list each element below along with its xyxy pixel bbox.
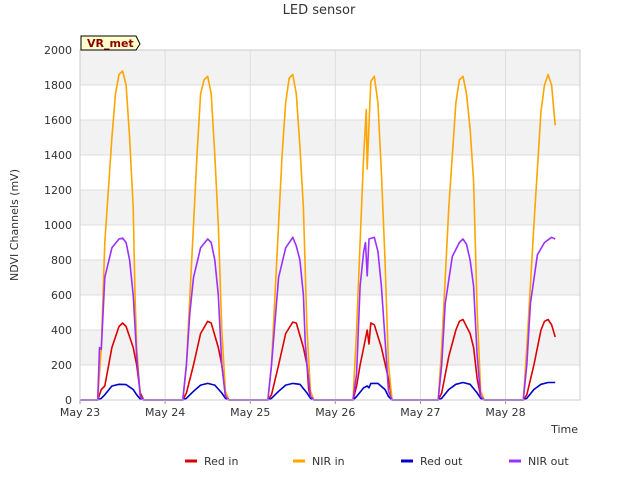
plot-frame — [79, 49, 581, 401]
legend-label-red-in: Red in — [204, 455, 238, 468]
y-tick-label: 1800 — [44, 79, 72, 92]
plot-band — [80, 50, 580, 85]
axes: 0 200 400 600 800 1000 1200 1400 1600 1800 2000 May… — [44, 44, 581, 419]
y-tick-label: 0 — [65, 394, 72, 407]
vr-met-badge: VR_met — [80, 35, 141, 51]
series-line-red-out — [80, 381, 556, 401]
y-tick-label: 200 — [51, 359, 72, 372]
y-axis-label: NDVI Channels (mV) — [8, 169, 21, 281]
plot-band — [80, 85, 580, 120]
badge-label: VR_met — [87, 37, 134, 50]
legend-label-nir-in: NIR in — [312, 455, 345, 468]
series-layer — [80, 70, 556, 401]
y-tick-label: 1200 — [44, 184, 72, 197]
x-tick-label: May 27 — [400, 406, 440, 419]
plot-bands — [80, 50, 580, 400]
plot-band — [80, 190, 580, 225]
y-tick-label: 800 — [51, 254, 72, 267]
x-tick-label: May 28 — [485, 406, 525, 419]
x-tick-label: May 23 — [60, 406, 100, 419]
y-tick-label: 1600 — [44, 114, 72, 127]
y-tick-label: 600 — [51, 289, 72, 302]
badge-frame — [80, 35, 141, 51]
plot-band — [80, 295, 580, 330]
series-line-nir-out — [80, 236, 556, 401]
plot-band — [80, 120, 580, 155]
plot-band — [80, 365, 580, 400]
chart-title: LED sensor — [283, 3, 356, 18]
x-tick-label: May 25 — [230, 406, 270, 419]
legend-label-nir-out: NIR out — [528, 455, 569, 468]
x-axis-label: Time — [550, 423, 578, 436]
plot-band — [80, 330, 580, 365]
legend: Red in NIR in Red out NIR out — [185, 455, 569, 468]
y-tick-label: 1000 — [44, 219, 72, 232]
y-tick-label: 2000 — [44, 44, 72, 57]
plot-band — [80, 225, 580, 260]
y-tick-label: 1400 — [44, 149, 72, 162]
x-tick-label: May 24 — [145, 406, 185, 419]
y-tick-label: 400 — [51, 324, 72, 337]
plot-band — [80, 155, 580, 190]
legend-label-red-out: Red out — [420, 455, 463, 468]
plot-band — [80, 260, 580, 295]
x-tick-label: May 26 — [315, 406, 355, 419]
